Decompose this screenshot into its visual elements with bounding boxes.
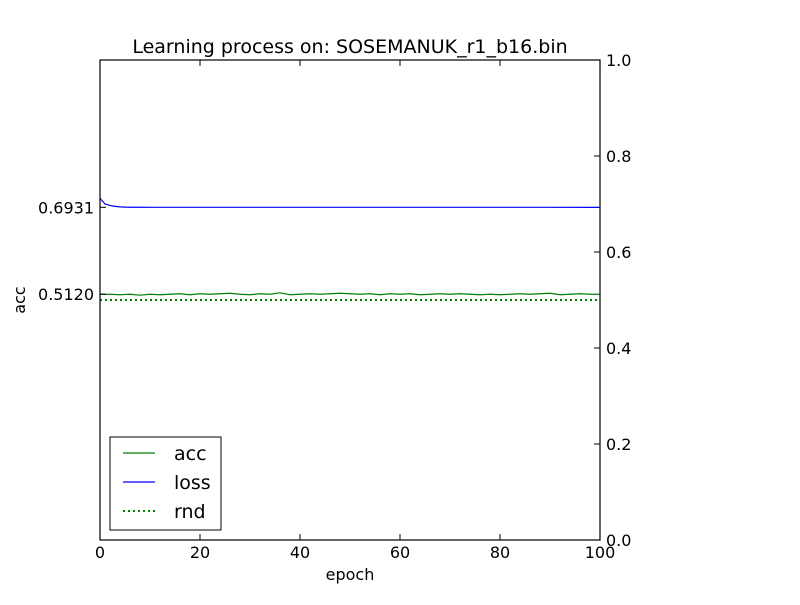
y-axis-right: 0.0 0.2 0.4 0.6 0.8 1.0	[594, 51, 631, 550]
chart-title: Learning process on: SOSEMANUK_r1_b16.bi…	[132, 36, 567, 58]
legend-label-rnd: rnd	[174, 501, 206, 523]
x-tick-label: 60	[390, 543, 410, 562]
series-line-acc	[100, 292, 600, 296]
x-tick-label: 40	[290, 543, 310, 562]
y-right-tick-label: 0.4	[606, 339, 631, 358]
series-line-loss	[99, 197, 601, 208]
y-left-tick-label: 0.6931	[38, 198, 94, 217]
y-right-tick-label: 1.0	[606, 51, 631, 70]
legend: acc loss rnd	[109, 436, 222, 531]
x-tick-label: 100	[585, 543, 616, 562]
y-right-tick-label: 0.8	[606, 147, 631, 166]
x-axis-label: epoch	[326, 565, 375, 584]
legend-label-acc: acc	[174, 443, 207, 465]
x-tick-label: 80	[490, 543, 510, 562]
y-right-tick-label: 0.0	[606, 531, 631, 550]
y-left-tick-label: 0.5120	[38, 285, 94, 304]
x-tick-label: 0	[95, 543, 105, 562]
y-right-tick-label: 0.2	[606, 435, 631, 454]
legend-label-loss: loss	[174, 472, 211, 494]
plot-frame	[99, 59, 601, 541]
y-axis-left: 0.6931 0.5120	[38, 198, 106, 304]
y-right-tick-label: 0.6	[606, 243, 631, 262]
x-tick-label: 20	[190, 543, 210, 562]
x-axis: 0 20 40 60 80 100	[95, 60, 615, 562]
y-axis-label: acc	[10, 286, 29, 313]
series-layer	[99, 197, 601, 301]
